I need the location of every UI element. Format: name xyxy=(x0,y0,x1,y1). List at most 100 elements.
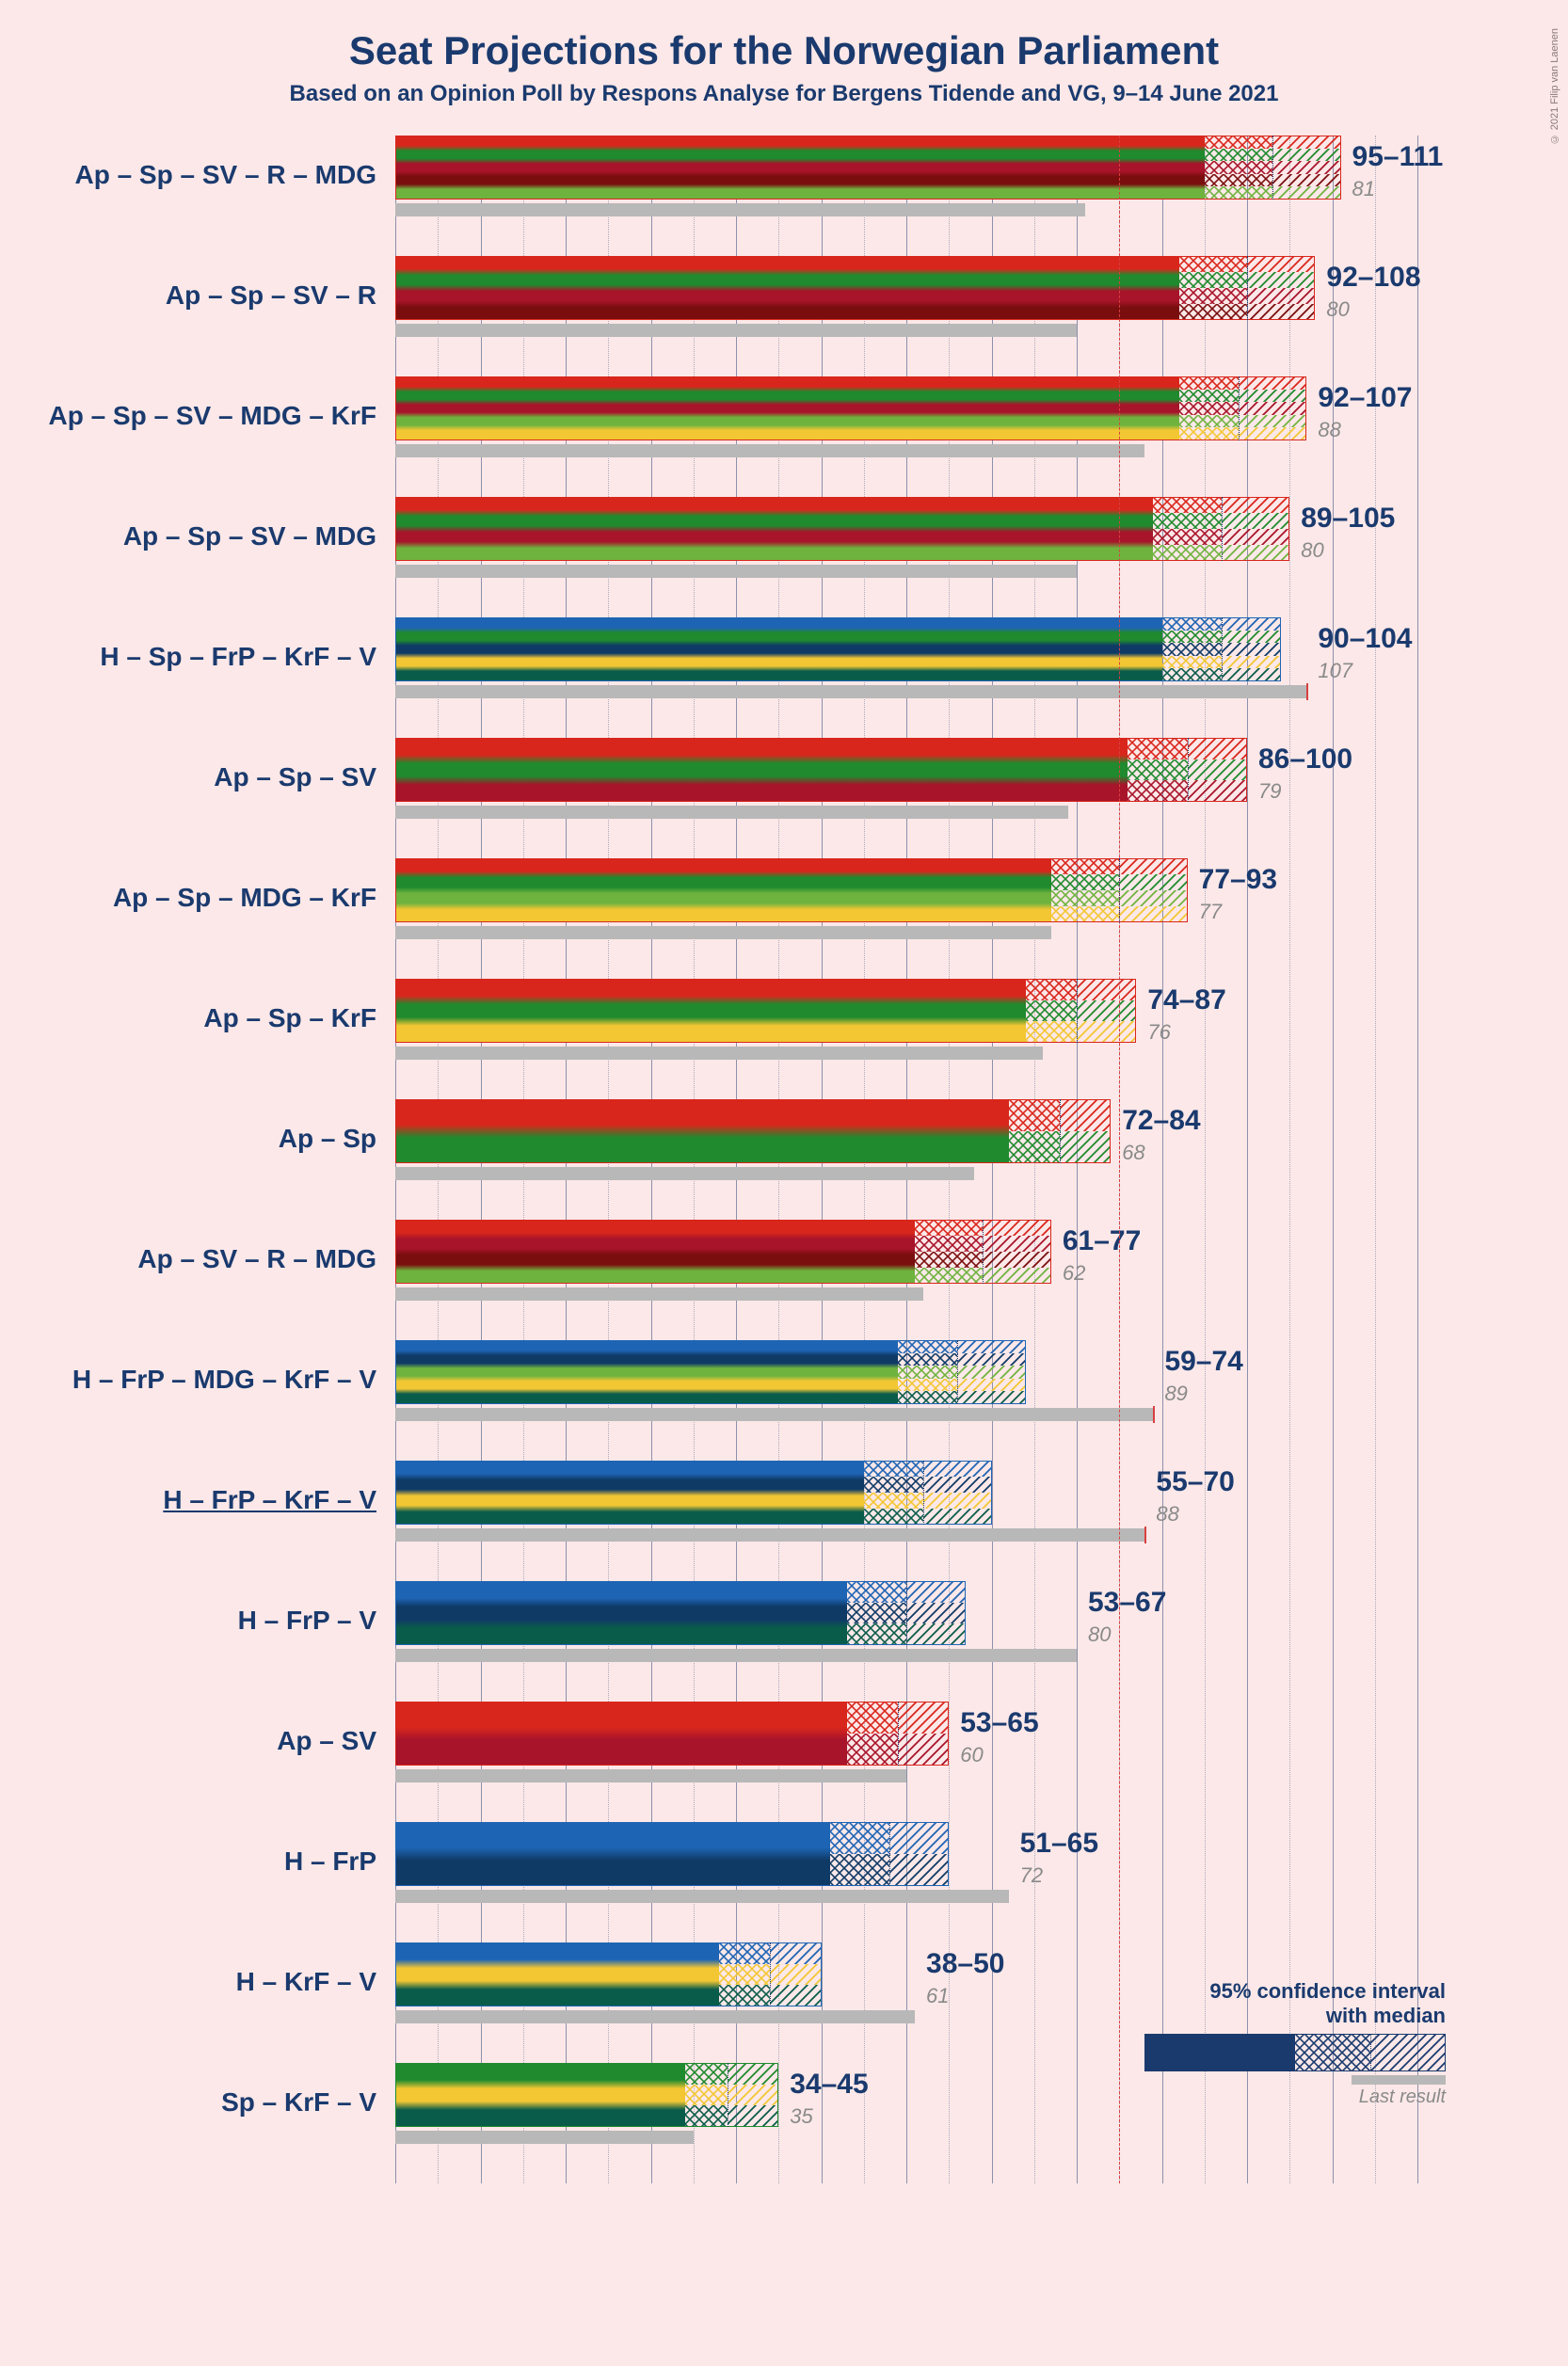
bar-area: 92–10788 xyxy=(395,376,1417,452)
bar-solid xyxy=(395,1220,915,1284)
median-line xyxy=(1077,979,1078,1043)
bar-area: 59–7489 xyxy=(395,1340,1417,1415)
last-result-bar xyxy=(395,203,1085,216)
coalition-row: H – Sp – FrP – KrF – V90–104107 xyxy=(395,617,1417,738)
chart-title: Seat Projections for the Norwegian Parli… xyxy=(38,28,1530,73)
bar-area: 89–10580 xyxy=(395,497,1417,572)
last-result-label: 80 xyxy=(1326,297,1349,322)
median-line xyxy=(906,1581,907,1645)
coalition-label: Ap – Sp – MDG – KrF xyxy=(113,883,376,913)
bar-area: 55–7088 xyxy=(395,1461,1417,1536)
bar-solid xyxy=(395,1822,830,1886)
median-line xyxy=(957,1340,958,1404)
coalition-row: H – FrP51–6572 xyxy=(395,1822,1417,1942)
bar-area: 72–8468 xyxy=(395,1099,1417,1175)
last-result-label: 61 xyxy=(926,1984,949,2008)
legend: 95% confidence interval with median Last… xyxy=(1144,1979,1446,2108)
bar-solid xyxy=(395,1581,847,1645)
coalition-label: Ap – Sp – SV – MDG xyxy=(123,521,376,552)
last-result-bar xyxy=(395,2010,915,2023)
bar-diaghatch xyxy=(923,1461,991,1525)
last-result-bar xyxy=(395,444,1144,457)
last-result-label: 88 xyxy=(1156,1502,1178,1527)
range-label: 90–104 xyxy=(1318,623,1412,655)
bar-area: 95–11181 xyxy=(395,136,1417,211)
legend-line1: 95% confidence interval xyxy=(1144,1979,1446,2004)
range-label: 92–107 xyxy=(1318,382,1412,414)
bar-solid xyxy=(395,256,1179,320)
range-label: 92–108 xyxy=(1326,262,1420,294)
bar-solid xyxy=(395,1702,847,1766)
range-label: 38–50 xyxy=(926,1948,1004,1980)
bar-diaghatch xyxy=(1239,376,1306,440)
coalition-label: Ap – Sp xyxy=(279,1124,376,1154)
last-result-bar xyxy=(395,324,1077,337)
median-line xyxy=(1239,376,1240,440)
bar-crosshatch xyxy=(1205,136,1272,200)
bar-solid xyxy=(395,617,1162,681)
bar-crosshatch xyxy=(864,1461,923,1525)
range-label: 95–111 xyxy=(1352,141,1444,173)
bar-area: 86–10079 xyxy=(395,738,1417,813)
range-label: 74–87 xyxy=(1147,984,1225,1016)
bar-area: 90–104107 xyxy=(395,617,1417,693)
last-result-label: 89 xyxy=(1164,1382,1187,1406)
bar-solid xyxy=(395,376,1179,440)
bar-diaghatch xyxy=(1272,136,1340,200)
coalition-label: H – FrP – MDG – KrF – V xyxy=(72,1365,376,1395)
last-result-label: 62 xyxy=(1063,1261,1085,1286)
bar-crosshatch xyxy=(685,2063,728,2127)
bar-crosshatch xyxy=(1009,1099,1060,1163)
bar-diaghatch xyxy=(1119,858,1187,922)
coalition-label: Ap – Sp – SV – R xyxy=(166,280,376,311)
chart-area: Ap – Sp – SV – R – MDG95–11181 Ap – Sp – … xyxy=(395,136,1417,2183)
bar-diaghatch xyxy=(957,1340,1025,1404)
coalition-label: Ap – Sp – SV – MDG – KrF xyxy=(48,401,376,431)
bar-area: 77–9377 xyxy=(395,858,1417,934)
coalition-row: Ap – Sp – SV – R92–10880 xyxy=(395,256,1417,376)
last-result-label: 81 xyxy=(1352,177,1375,201)
last-result-bar xyxy=(395,685,1306,698)
bar-solid xyxy=(395,858,1051,922)
bar-crosshatch xyxy=(1153,497,1221,561)
bar-crosshatch xyxy=(1162,617,1222,681)
bar-solid xyxy=(395,1099,1009,1163)
median-line xyxy=(1188,738,1189,802)
legend-last-label: Last result xyxy=(1144,2086,1446,2108)
coalition-row: Ap – Sp – KrF74–8776 xyxy=(395,979,1417,1099)
last-result-label: 80 xyxy=(1088,1623,1111,1647)
coalition-label: Ap – Sp – SV – R – MDG xyxy=(74,160,376,190)
bar-area: 53–6560 xyxy=(395,1702,1417,1777)
coalition-label: H – Sp – FrP – KrF – V xyxy=(100,642,376,672)
bar-solid xyxy=(395,497,1153,561)
median-line xyxy=(1247,256,1248,320)
last-result-bar xyxy=(395,1649,1077,1662)
last-result-label: 79 xyxy=(1258,779,1281,804)
range-label: 89–105 xyxy=(1301,503,1395,535)
bar-crosshatch xyxy=(847,1702,898,1766)
legend-line2: with median xyxy=(1144,2004,1446,2028)
last-result-bar xyxy=(395,1408,1153,1421)
bar-solid xyxy=(395,1942,719,2006)
coalition-row: Ap – Sp – SV – R – MDG95–11181 xyxy=(395,136,1417,256)
bar-crosshatch xyxy=(847,1581,906,1645)
bar-area: 51–6572 xyxy=(395,1822,1417,1897)
coalition-row: Ap – Sp – SV – MDG – KrF92–10788 xyxy=(395,376,1417,497)
coalition-row: Ap – Sp – SV86–10079 xyxy=(395,738,1417,858)
last-result-bar xyxy=(395,2131,694,2144)
coalition-label: Sp – KrF – V xyxy=(221,2087,376,2118)
bar-crosshatch xyxy=(1128,738,1187,802)
last-result-bar xyxy=(395,1769,906,1782)
chart-subtitle: Based on an Opinion Poll by Respons Anal… xyxy=(38,81,1530,107)
median-line xyxy=(1222,497,1223,561)
bar-diaghatch xyxy=(1060,1099,1111,1163)
coalition-label: H – FrP – KrF – V xyxy=(163,1485,376,1515)
last-result-label: 68 xyxy=(1122,1141,1144,1165)
last-result-label: 72 xyxy=(1020,1863,1043,1888)
bar-diaghatch xyxy=(728,2063,778,2127)
last-result-bar xyxy=(395,806,1068,819)
coalition-label: Ap – SV xyxy=(277,1726,376,1756)
median-line xyxy=(983,1220,984,1284)
range-label: 61–77 xyxy=(1063,1225,1141,1257)
last-result-bar xyxy=(395,926,1051,939)
